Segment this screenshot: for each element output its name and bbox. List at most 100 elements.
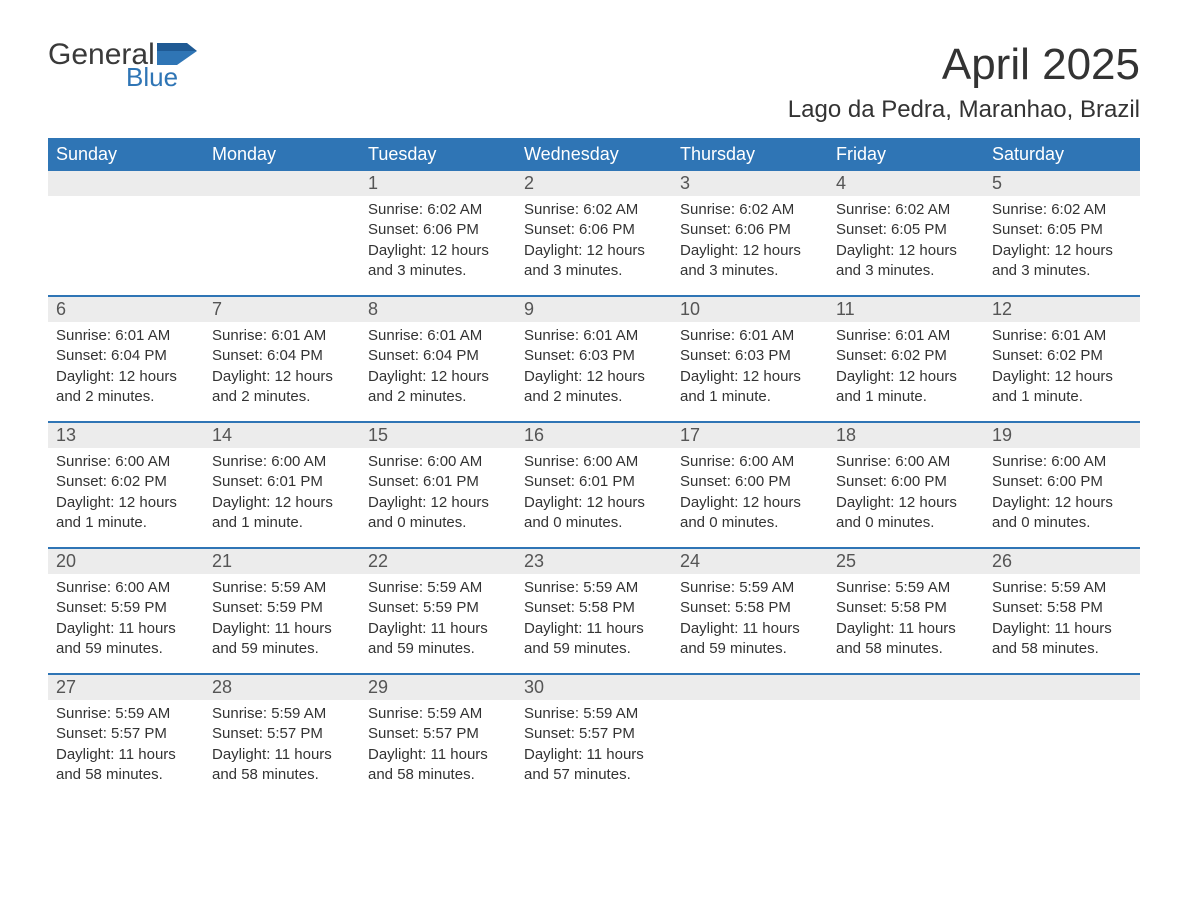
week-body-row: Sunrise: 6:01 AMSunset: 6:04 PMDaylight:… (48, 322, 1140, 421)
sunset-text: Sunset: 6:06 PM (680, 220, 820, 240)
sunrise-text: Sunrise: 5:59 AM (524, 578, 664, 598)
daylight-text: Daylight: 12 hours and 2 minutes. (368, 367, 508, 408)
daylight-text: Daylight: 12 hours and 3 minutes. (680, 241, 820, 282)
day-cell: Sunrise: 5:59 AMSunset: 5:57 PMDaylight:… (516, 700, 672, 799)
daylight-text: Daylight: 12 hours and 0 minutes. (368, 493, 508, 534)
daylight-text: Daylight: 12 hours and 2 minutes. (524, 367, 664, 408)
sunrise-text: Sunrise: 6:00 AM (56, 578, 196, 598)
day-cell (672, 700, 828, 799)
title-block: April 2025 Lago da Pedra, Maranhao, Braz… (788, 40, 1140, 124)
day-number: 20 (48, 549, 204, 574)
day-number: 2 (516, 171, 672, 196)
day-cell: Sunrise: 5:59 AMSunset: 5:57 PMDaylight:… (48, 700, 204, 799)
day-cell: Sunrise: 6:00 AMSunset: 6:01 PMDaylight:… (516, 448, 672, 547)
day-number: 3 (672, 171, 828, 196)
day-number: 26 (984, 549, 1140, 574)
sunrise-text: Sunrise: 5:59 AM (212, 704, 352, 724)
page-title: April 2025 (788, 40, 1140, 90)
sunset-text: Sunset: 6:00 PM (992, 472, 1132, 492)
daynum-row: 12345 (48, 171, 1140, 196)
sunrise-text: Sunrise: 6:01 AM (368, 326, 508, 346)
day-number: 1 (360, 171, 516, 196)
day-cell: Sunrise: 6:00 AMSunset: 6:00 PMDaylight:… (672, 448, 828, 547)
day-number (984, 675, 1140, 700)
sunset-text: Sunset: 6:06 PM (368, 220, 508, 240)
sunset-text: Sunset: 6:02 PM (992, 346, 1132, 366)
day-cell: Sunrise: 5:59 AMSunset: 5:59 PMDaylight:… (360, 574, 516, 673)
sunset-text: Sunset: 5:58 PM (680, 598, 820, 618)
day-number: 27 (48, 675, 204, 700)
logo-text-blue: Blue (126, 64, 197, 90)
sunset-text: Sunset: 6:00 PM (836, 472, 976, 492)
daylight-text: Daylight: 11 hours and 59 minutes. (368, 619, 508, 660)
day-cell (984, 700, 1140, 799)
sunrise-text: Sunrise: 5:59 AM (836, 578, 976, 598)
daylight-text: Daylight: 12 hours and 3 minutes. (524, 241, 664, 282)
day-cell (204, 196, 360, 295)
sunset-text: Sunset: 5:57 PM (56, 724, 196, 744)
day-number: 21 (204, 549, 360, 574)
week-block: 12345Sunrise: 6:02 AMSunset: 6:06 PMDayl… (48, 171, 1140, 295)
sunrise-text: Sunrise: 5:59 AM (56, 704, 196, 724)
day-number: 6 (48, 297, 204, 322)
daylight-text: Daylight: 12 hours and 1 minute. (212, 493, 352, 534)
daynum-row: 27282930 (48, 675, 1140, 700)
header-saturday: Saturday (984, 138, 1140, 171)
sunrise-text: Sunrise: 5:59 AM (524, 704, 664, 724)
day-cell: Sunrise: 6:01 AMSunset: 6:04 PMDaylight:… (360, 322, 516, 421)
week-block: 6789101112Sunrise: 6:01 AMSunset: 6:04 P… (48, 295, 1140, 421)
sunrise-text: Sunrise: 6:00 AM (368, 452, 508, 472)
header-monday: Monday (204, 138, 360, 171)
sunrise-text: Sunrise: 6:02 AM (680, 200, 820, 220)
sunrise-text: Sunrise: 6:01 AM (992, 326, 1132, 346)
day-cell: Sunrise: 5:59 AMSunset: 5:57 PMDaylight:… (360, 700, 516, 799)
sunset-text: Sunset: 6:01 PM (212, 472, 352, 492)
day-cell: Sunrise: 5:59 AMSunset: 5:58 PMDaylight:… (984, 574, 1140, 673)
day-number: 19 (984, 423, 1140, 448)
sunset-text: Sunset: 6:01 PM (524, 472, 664, 492)
sunset-text: Sunset: 5:57 PM (368, 724, 508, 744)
day-cell: Sunrise: 6:01 AMSunset: 6:02 PMDaylight:… (828, 322, 984, 421)
sunrise-text: Sunrise: 6:01 AM (680, 326, 820, 346)
sunset-text: Sunset: 5:58 PM (992, 598, 1132, 618)
daylight-text: Daylight: 12 hours and 1 minute. (836, 367, 976, 408)
day-number: 16 (516, 423, 672, 448)
day-number: 28 (204, 675, 360, 700)
calendar: Sunday Monday Tuesday Wednesday Thursday… (48, 138, 1140, 799)
day-number: 13 (48, 423, 204, 448)
sunrise-text: Sunrise: 5:59 AM (368, 578, 508, 598)
day-number: 22 (360, 549, 516, 574)
day-cell: Sunrise: 6:00 AMSunset: 6:01 PMDaylight:… (360, 448, 516, 547)
sunset-text: Sunset: 6:02 PM (56, 472, 196, 492)
sunrise-text: Sunrise: 6:01 AM (56, 326, 196, 346)
day-number (828, 675, 984, 700)
daylight-text: Daylight: 11 hours and 58 minutes. (212, 745, 352, 786)
sunset-text: Sunset: 5:59 PM (212, 598, 352, 618)
day-cell (828, 700, 984, 799)
week-block: 27282930Sunrise: 5:59 AMSunset: 5:57 PMD… (48, 673, 1140, 799)
daynum-row: 13141516171819 (48, 423, 1140, 448)
day-number: 29 (360, 675, 516, 700)
day-number: 15 (360, 423, 516, 448)
daylight-text: Daylight: 12 hours and 3 minutes. (368, 241, 508, 282)
daylight-text: Daylight: 11 hours and 58 minutes. (992, 619, 1132, 660)
sunrise-text: Sunrise: 6:02 AM (992, 200, 1132, 220)
daylight-text: Daylight: 12 hours and 2 minutes. (56, 367, 196, 408)
sunset-text: Sunset: 5:58 PM (524, 598, 664, 618)
sunset-text: Sunset: 5:58 PM (836, 598, 976, 618)
day-number (204, 171, 360, 196)
daylight-text: Daylight: 12 hours and 0 minutes. (524, 493, 664, 534)
daylight-text: Daylight: 11 hours and 58 minutes. (368, 745, 508, 786)
daynum-row: 20212223242526 (48, 549, 1140, 574)
day-number: 14 (204, 423, 360, 448)
week-block: 13141516171819Sunrise: 6:00 AMSunset: 6:… (48, 421, 1140, 547)
sunset-text: Sunset: 6:04 PM (56, 346, 196, 366)
day-number: 17 (672, 423, 828, 448)
sunrise-text: Sunrise: 5:59 AM (368, 704, 508, 724)
sunset-text: Sunset: 5:59 PM (368, 598, 508, 618)
day-number: 4 (828, 171, 984, 196)
day-number: 9 (516, 297, 672, 322)
sunrise-text: Sunrise: 6:02 AM (368, 200, 508, 220)
sunset-text: Sunset: 6:00 PM (680, 472, 820, 492)
sunset-text: Sunset: 5:59 PM (56, 598, 196, 618)
